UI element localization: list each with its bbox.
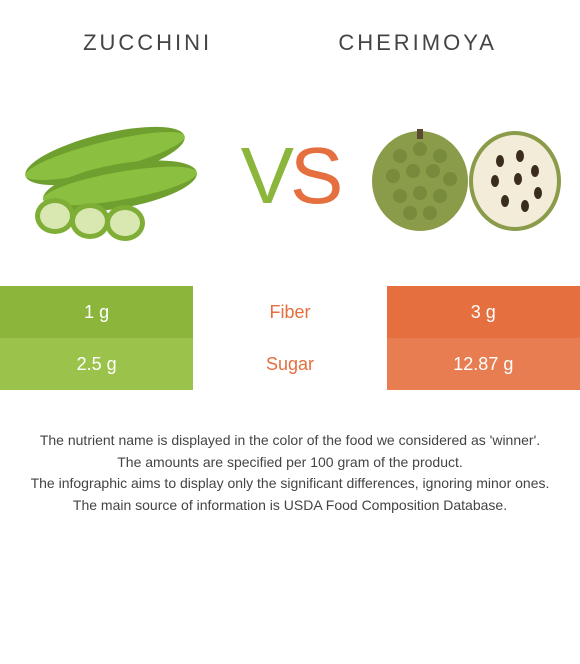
cell-nutrient-label: Fiber (193, 286, 386, 338)
cell-left-value: 1 g (0, 286, 193, 338)
table-row: 2.5 g Sugar 12.87 g (0, 338, 580, 390)
cell-left-value: 2.5 g (0, 338, 193, 390)
vs-label: VS (241, 130, 340, 222)
footer-line: The infographic aims to display only the… (20, 473, 560, 495)
food-title-left: Zucchini (83, 30, 212, 56)
zucchini-image (10, 101, 220, 251)
cell-right-value: 3 g (387, 286, 580, 338)
vs-v: V (241, 131, 290, 220)
nutrient-table: 1 g Fiber 3 g 2.5 g Sugar 12.87 g (0, 286, 580, 390)
footer-line: The nutrient name is displayed in the co… (20, 430, 560, 452)
footer-line: The main source of information is USDA F… (20, 495, 560, 517)
vs-s: S (290, 131, 339, 220)
header: Zucchini Cherimoya (0, 0, 580, 76)
cherimoya-image (360, 101, 570, 251)
table-row: 1 g Fiber 3 g (0, 286, 580, 338)
food-title-right: Cherimoya (338, 30, 497, 56)
footer-notes: The nutrient name is displayed in the co… (0, 390, 580, 517)
footer-line: The amounts are specified per 100 gram o… (20, 452, 560, 474)
hero-row: VS (0, 76, 580, 286)
cell-nutrient-label: Sugar (193, 338, 386, 390)
cell-right-value: 12.87 g (387, 338, 580, 390)
